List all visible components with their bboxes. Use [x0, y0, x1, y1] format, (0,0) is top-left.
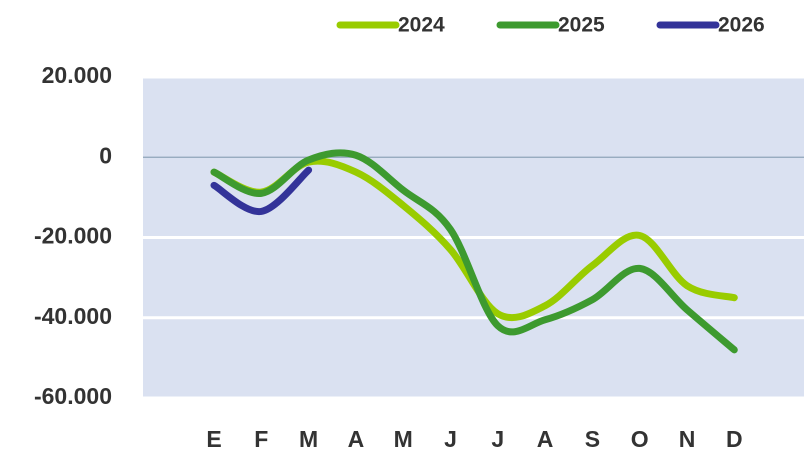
- y-tick-label: -40.000: [34, 303, 112, 329]
- legend-label: 2024: [398, 14, 445, 37]
- y-tick-label: 0: [99, 142, 112, 168]
- x-tick-label: A: [537, 426, 554, 452]
- x-tick-label: S: [585, 426, 600, 452]
- series-line: [210, 166, 313, 215]
- x-tick-label: E: [206, 426, 221, 452]
- series-line: [210, 149, 738, 354]
- x-tick-label: N: [679, 426, 696, 452]
- x-tick-label: J: [444, 426, 457, 452]
- y-tick-label: -20.000: [34, 223, 112, 249]
- x-tick-label: D: [726, 426, 743, 452]
- legend-label: 2026: [718, 14, 765, 37]
- legend-label: 2025: [558, 14, 605, 37]
- x-tick-label: F: [254, 426, 268, 452]
- y-tick-label: -60.000: [34, 383, 112, 409]
- x-tick-label: A: [348, 426, 365, 452]
- x-tick-label: O: [631, 426, 649, 452]
- y-tick-label: 20.000: [42, 62, 112, 88]
- x-tick-label: M: [394, 426, 413, 452]
- x-tick-label: J: [491, 426, 504, 452]
- x-tick-label: M: [299, 426, 318, 452]
